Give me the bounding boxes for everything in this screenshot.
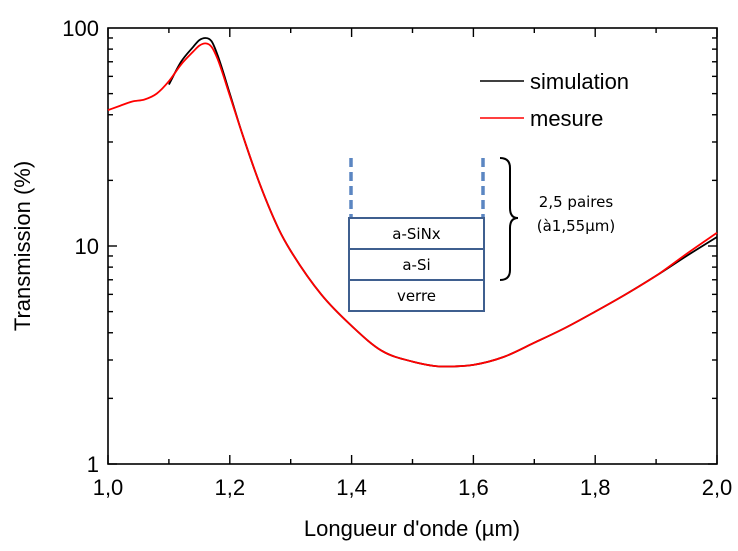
series-layer: [107, 37, 718, 368]
y-tick-label: 100: [62, 16, 99, 41]
x-tick-label: 1,2: [215, 475, 246, 500]
x-axis-label: Longueur d'onde (µm): [304, 516, 520, 541]
series-line-mesure: [107, 42, 718, 368]
x-tick-label: 2,0: [702, 475, 733, 500]
y-tick-label: 1: [87, 452, 99, 477]
x-tick-label: 1,8: [580, 475, 611, 500]
inset-brace: [499, 157, 519, 281]
y-axis-label: Transmission (%): [10, 161, 35, 331]
inset-layer-label-glass: verre: [397, 287, 436, 305]
inset-note-line2: (à1,55µm): [537, 217, 615, 235]
x-tick-label: 1,6: [458, 475, 489, 500]
y-axis-ticks: 1 10 100: [62, 16, 717, 477]
legend: simulation mesure: [480, 69, 629, 131]
layer-stack-inset: a-SiNx a-Si verre 2,5 paires (à1,55µm): [348, 157, 615, 312]
y-tick-label: 10: [75, 234, 99, 259]
legend-label-mesure: mesure: [530, 106, 603, 131]
x-axis-ticks: 1,0 1,2 1,4 1,6 1,8 2,0: [93, 28, 733, 500]
inset-note-line1: 2,5 paires: [539, 193, 614, 211]
inset-layer-label-si: a-Si: [402, 256, 430, 274]
legend-label-simulation: simulation: [530, 69, 629, 94]
x-tick-label: 1,0: [93, 475, 124, 500]
inset-layer-label-sinx: a-SiNx: [392, 225, 441, 243]
inset-layer-box-glass: [348, 279, 485, 312]
x-tick-label: 1,4: [336, 475, 367, 500]
series-line-simulation: [168, 37, 718, 368]
inset-layer-box-si: [348, 248, 485, 281]
inset-layer-box-sinx: [348, 217, 485, 250]
